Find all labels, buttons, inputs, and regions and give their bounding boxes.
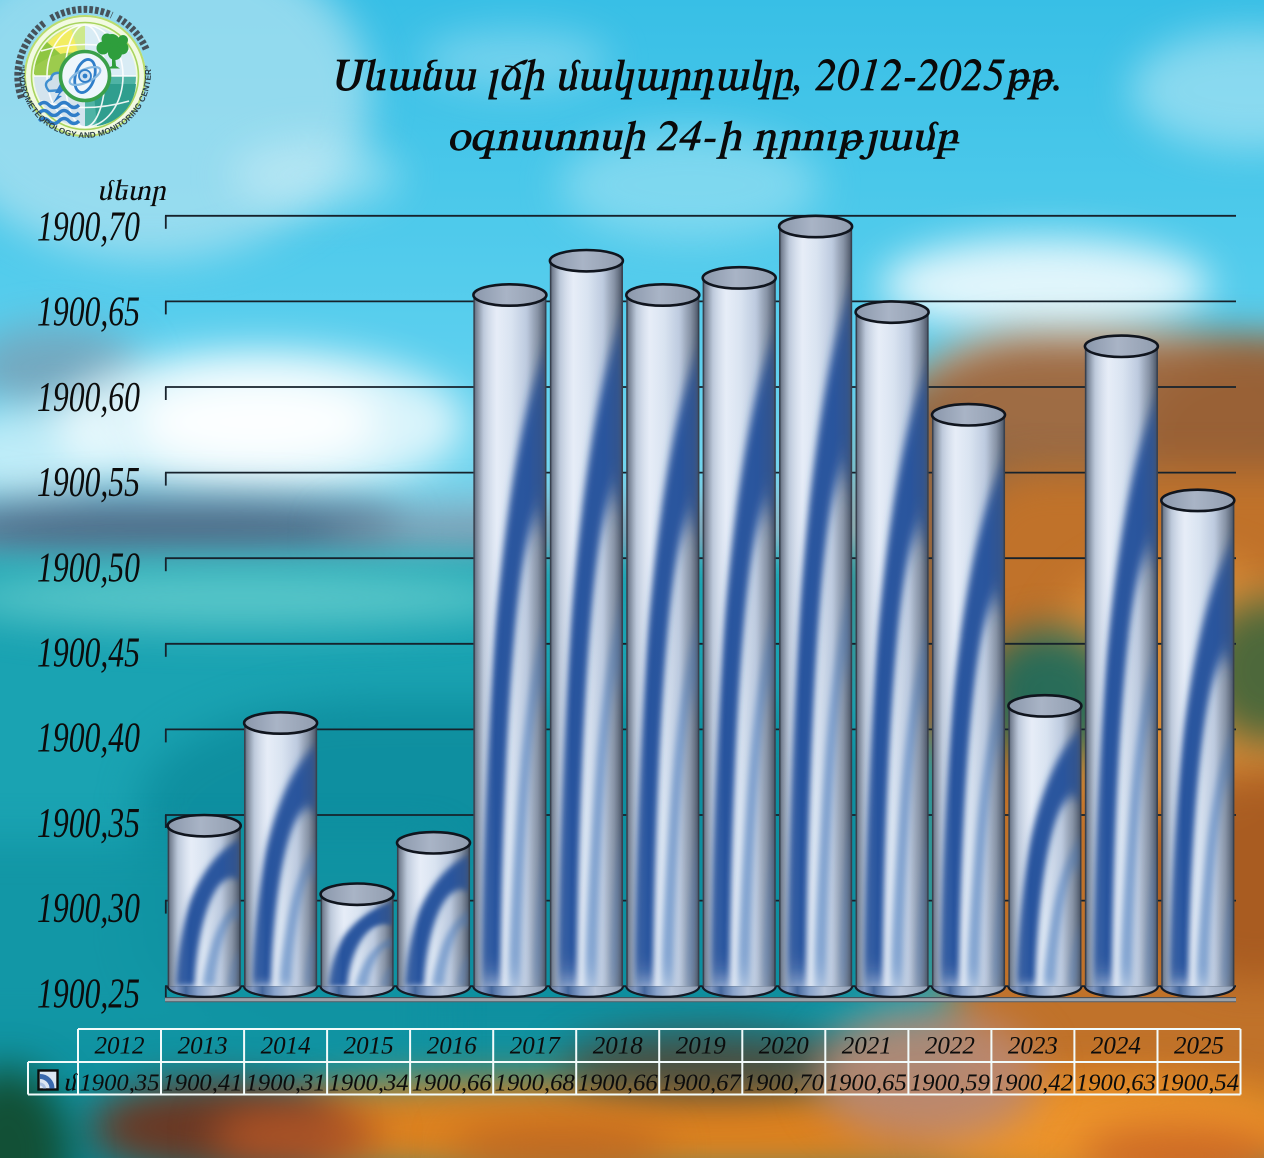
svg-text:1900,41: 1900,41 <box>163 1070 243 1097</box>
svg-text:1900,35: 1900,35 <box>37 800 140 847</box>
svg-text:2025: 2025 <box>1174 1033 1224 1060</box>
svg-text:1900,30: 1900,30 <box>37 885 140 932</box>
svg-text:1900,60: 1900,60 <box>37 374 140 421</box>
svg-text:2013: 2013 <box>178 1033 228 1060</box>
svg-text:2017: 2017 <box>510 1033 562 1060</box>
svg-text:2021: 2021 <box>842 1033 892 1060</box>
svg-text:1900,42: 1900,42 <box>993 1070 1073 1097</box>
svg-text:1900,45: 1900,45 <box>37 630 140 677</box>
svg-text:1900,66: 1900,66 <box>412 1070 493 1097</box>
svg-text:1900,25: 1900,25 <box>37 970 140 1017</box>
svg-text:2020: 2020 <box>759 1033 810 1060</box>
svg-text:1900,40: 1900,40 <box>37 715 140 762</box>
svg-text:2014: 2014 <box>261 1033 311 1060</box>
svg-text:2024: 2024 <box>1091 1033 1141 1060</box>
svg-text:2015: 2015 <box>344 1033 394 1060</box>
svg-text:2018: 2018 <box>593 1033 644 1060</box>
svg-text:1900,67: 1900,67 <box>661 1070 743 1097</box>
svg-text:1900,68: 1900,68 <box>495 1070 575 1097</box>
svg-text:1900,50: 1900,50 <box>37 544 140 591</box>
svg-text:2019: 2019 <box>676 1033 727 1060</box>
svg-text:1900,34: 1900,34 <box>329 1070 409 1097</box>
svg-text:1900,66: 1900,66 <box>578 1070 659 1097</box>
svg-text:1900,70: 1900,70 <box>37 204 140 251</box>
svg-text:1900,63: 1900,63 <box>1076 1070 1156 1097</box>
svg-text:2022: 2022 <box>925 1033 975 1060</box>
svg-text:2012: 2012 <box>95 1033 145 1060</box>
svg-text:1900,54: 1900,54 <box>1159 1070 1239 1097</box>
svg-text:2023: 2023 <box>1008 1033 1058 1060</box>
svg-text:2016: 2016 <box>427 1033 478 1060</box>
svg-text:1900,65: 1900,65 <box>827 1070 907 1097</box>
svg-text:1900,35: 1900,35 <box>80 1070 160 1097</box>
svg-text:1900,70: 1900,70 <box>744 1070 824 1097</box>
svg-text:1900,59: 1900,59 <box>910 1070 990 1097</box>
svg-text:1900,55: 1900,55 <box>37 459 140 506</box>
svg-text:1900,65: 1900,65 <box>37 289 140 336</box>
svg-text:1900,31: 1900,31 <box>246 1070 326 1097</box>
